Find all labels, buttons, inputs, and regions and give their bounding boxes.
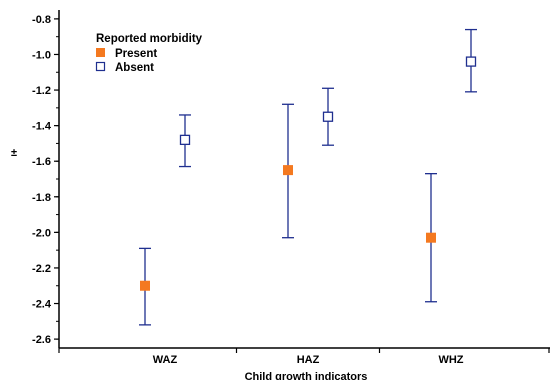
legend: Reported morbidity Present Absent bbox=[95, 33, 203, 74]
y-tick-label: -1.4 bbox=[32, 121, 52, 133]
legend-marker-absent bbox=[95, 61, 106, 72]
y-tick-label: -1.8 bbox=[32, 192, 51, 204]
point-absent bbox=[179, 134, 191, 146]
point-absent bbox=[322, 111, 334, 122]
point-present bbox=[283, 165, 293, 176]
x-tick-label: WAZ bbox=[153, 354, 178, 366]
x-tick-label: WHZ bbox=[438, 354, 463, 366]
y-tick-label: -2.4 bbox=[32, 299, 52, 311]
point-absent bbox=[465, 56, 477, 67]
axes bbox=[58, 10, 550, 349]
y-tick-label: -2.2 bbox=[32, 263, 51, 275]
x-tick-label: HAZ bbox=[297, 354, 320, 366]
x-axis-ticks: WAZ HAZ WHZ bbox=[58, 348, 550, 366]
point-present bbox=[140, 280, 150, 291]
legend-marker-present bbox=[96, 48, 105, 57]
legend-label-present: Present bbox=[115, 48, 157, 60]
y-tick-label: -0.8 bbox=[32, 14, 51, 26]
legend-label-absent: Absent bbox=[115, 62, 154, 74]
y-tick-label: -1.0 bbox=[32, 49, 51, 61]
y-tick-label: -2.0 bbox=[32, 227, 51, 239]
point-present bbox=[426, 232, 436, 243]
y-tick-label: -2.6 bbox=[32, 334, 51, 346]
data-marks bbox=[139, 28, 477, 326]
legend-title: Reported morbidity bbox=[96, 33, 203, 45]
y-axis-ticks: -0.8 -1.0 -1.2 -1.4 -1.6 -1.8 -2.0 -2.2 -2.4 -2.6 bbox=[32, 14, 59, 346]
y-axis-label: ± bbox=[11, 147, 17, 159]
x-axis-label: Child growth indicators bbox=[245, 371, 368, 380]
y-tick-label: -1.2 bbox=[32, 85, 51, 97]
y-tick-label: -1.6 bbox=[32, 156, 51, 168]
